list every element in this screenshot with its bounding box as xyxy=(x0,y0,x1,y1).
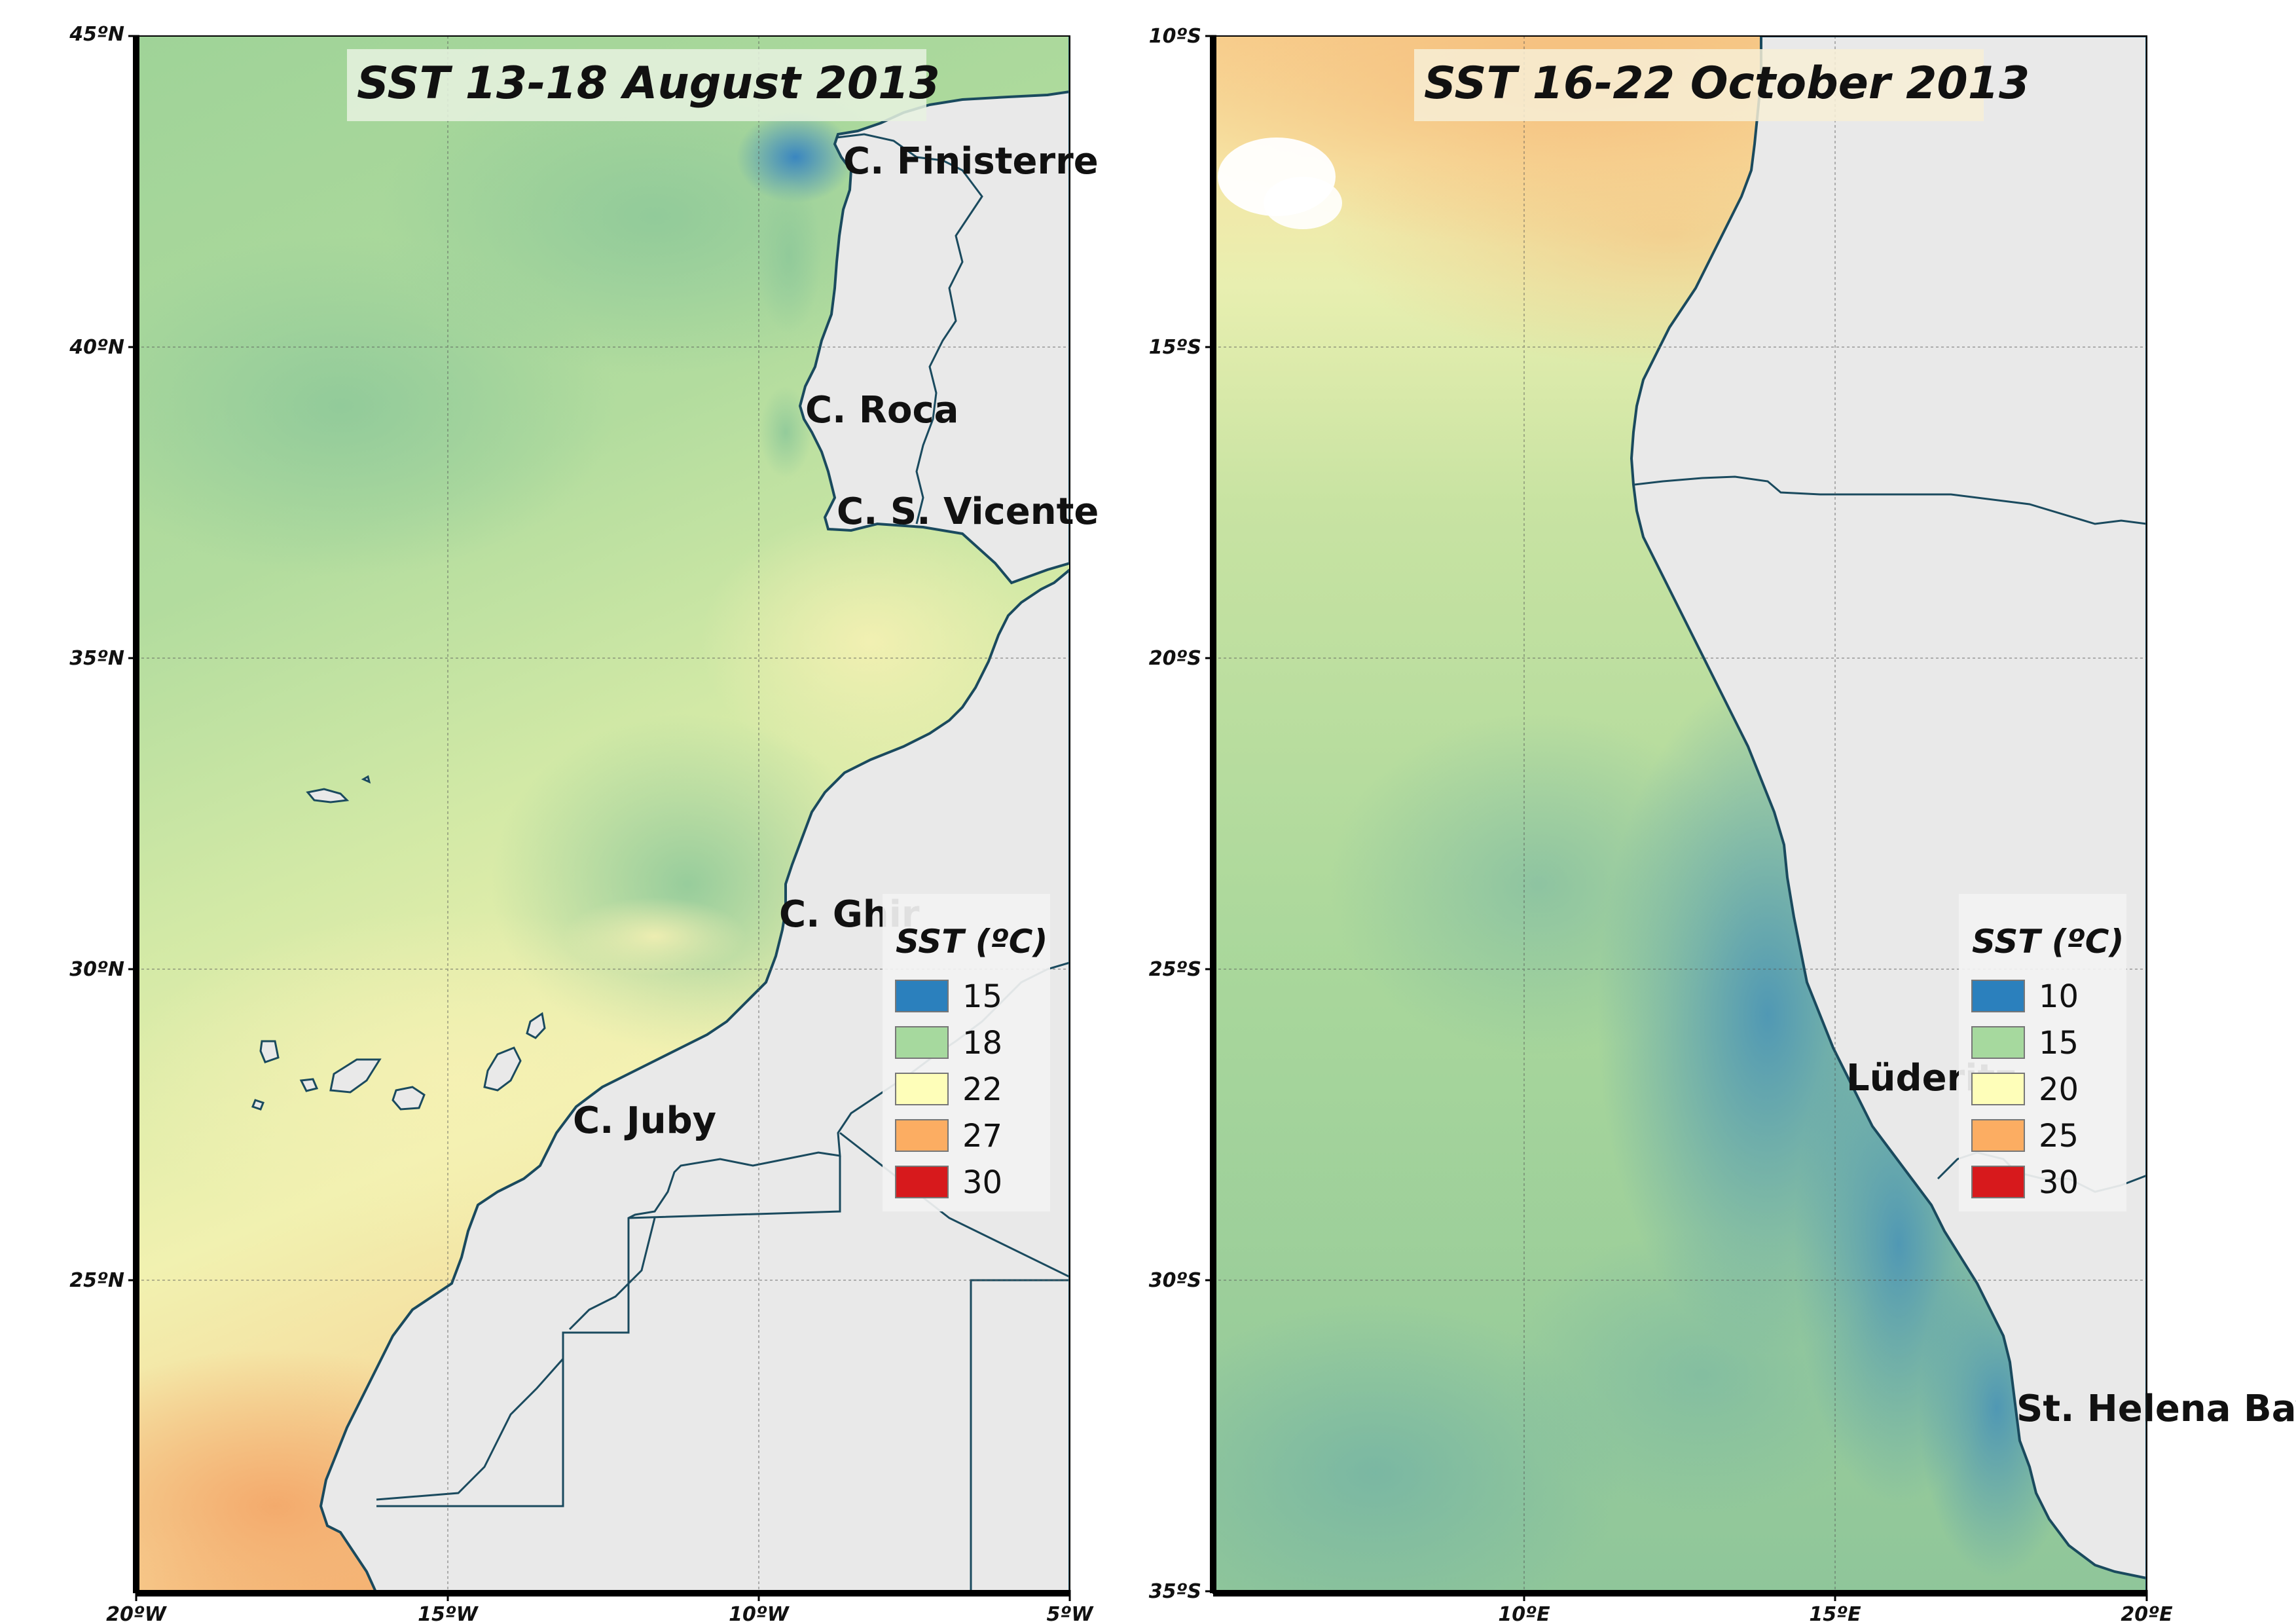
left-xtick-10w: 10ºW xyxy=(729,1603,790,1624)
left-legend: SST (ºC) 15 18 22 27 30 xyxy=(883,894,1050,1211)
right-legend-label-25: 25 xyxy=(2039,1118,2079,1154)
label-c-juby: C. Juby xyxy=(573,1099,716,1142)
right-ytick-25s: 25ºS xyxy=(1149,958,1201,981)
right-legend-swatch-20 xyxy=(1971,1073,2025,1105)
left-legend-swatch-18 xyxy=(895,1026,949,1059)
left-islands xyxy=(251,775,546,1111)
left-legend-swatch-30 xyxy=(895,1166,949,1198)
right-xtick-10e: 10ºE xyxy=(1498,1603,1550,1624)
left-legend-swatch-27 xyxy=(895,1119,949,1152)
angola-namibia-border xyxy=(1634,475,2147,525)
right-ytick-10s: 10ºS xyxy=(1149,25,1201,48)
left-ytick-30n: 30ºN xyxy=(69,958,124,981)
label-c-s-vicente: C. S. Vicente xyxy=(837,490,1099,533)
left-ytick-45n: 45ºN xyxy=(69,23,124,46)
left-legend-label-27: 27 xyxy=(962,1118,1002,1154)
left-xtick-15w: 15ºW xyxy=(418,1603,479,1624)
right-xtick-20e: 20ºE xyxy=(2121,1603,2173,1624)
label-st-helena-bay: St. Helena Bay xyxy=(2016,1388,2296,1430)
left-title-box xyxy=(347,49,926,121)
left-legend-label-18: 18 xyxy=(962,1025,1002,1061)
left-ytick-25n: 25ºN xyxy=(69,1269,124,1292)
right-legend-label-15: 15 xyxy=(2039,1025,2079,1061)
left-axes xyxy=(128,35,1071,1601)
left-ytick-40n: 40ºN xyxy=(69,336,124,359)
left-legend-title: SST (ºC) xyxy=(896,923,1048,961)
left-ytick-35n: 35ºN xyxy=(69,647,124,670)
africa-coast xyxy=(319,568,1070,1593)
right-xtick-15e: 15ºE xyxy=(1809,1603,1861,1624)
right-title-box xyxy=(1414,49,1984,121)
left-legend-label-15: 15 xyxy=(962,978,1002,1015)
canary-islands xyxy=(259,1040,280,1063)
left-legend-swatch-22 xyxy=(895,1073,949,1105)
right-ytick-30s: 30ºS xyxy=(1149,1269,1201,1292)
label-c-finisterre: C. Finisterre xyxy=(843,140,1099,183)
right-legend-swatch-25 xyxy=(1971,1119,2025,1152)
right-legend-label-20: 20 xyxy=(2039,1071,2079,1108)
left-land xyxy=(319,36,1070,1593)
right-legend-label-30: 30 xyxy=(2039,1164,2079,1201)
right-legend-swatch-10 xyxy=(1971,980,2025,1012)
left-xtick-20w: 20ºW xyxy=(106,1603,168,1624)
right-ytick-20s: 20ºS xyxy=(1149,647,1201,670)
right-legend-swatch-30 xyxy=(1971,1166,2025,1198)
left-legend-swatch-15 xyxy=(895,980,949,1012)
spain-portugal-border xyxy=(836,133,983,525)
right-ytick-15s: 15ºS xyxy=(1149,336,1201,359)
left-title: SST 13-18 August 2013 xyxy=(357,58,940,109)
right-grid xyxy=(1213,36,2147,1593)
left-xtick-5w: 5ºW xyxy=(1047,1603,1095,1624)
left-map-panel: SST 13-18 August 2013 45ºN 40ºN 35ºN 30º… xyxy=(69,23,1099,1624)
right-axes xyxy=(1205,35,2148,1601)
right-map-panel: SST 16-22 October 2013 10ºS 15ºS 20ºS 25… xyxy=(1149,25,2296,1624)
label-c-roca: C. Roca xyxy=(805,389,958,432)
madeira-island xyxy=(306,788,350,803)
left-legend-label-30: 30 xyxy=(962,1164,1002,1201)
right-legend-title: SST (ºC) xyxy=(1972,923,2124,961)
right-ytick-35s: 35ºS xyxy=(1149,1580,1201,1603)
right-title: SST 16-22 October 2013 xyxy=(1424,58,2030,109)
right-legend-swatch-15 xyxy=(1971,1026,2025,1059)
left-grid xyxy=(136,36,1070,1593)
right-legend: SST (ºC) 10 15 20 25 30 xyxy=(1959,894,2126,1211)
right-legend-label-10: 10 xyxy=(2039,978,2079,1015)
left-legend-label-22: 22 xyxy=(962,1071,1002,1108)
